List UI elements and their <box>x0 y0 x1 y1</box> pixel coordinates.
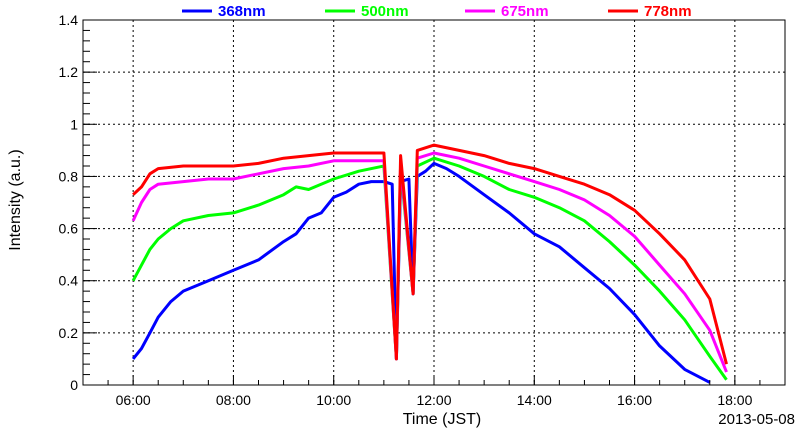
legend-label: 500nm <box>361 3 409 20</box>
axes <box>82 19 786 386</box>
y-axis-label: Intensity (a.u.) <box>7 149 24 250</box>
x-tick-label: 16:00 <box>617 392 652 408</box>
series-line-368nm <box>131 161 711 384</box>
y-tick-label: 0.2 <box>59 325 79 341</box>
grid <box>83 19 785 386</box>
y-tick-label: 1 <box>70 116 78 132</box>
x-axis-label: Time (JST) <box>403 411 482 428</box>
legend: 368nm 500nm 675nm 778nm <box>182 3 692 20</box>
series-lines <box>131 143 728 384</box>
series-line-675nm <box>131 151 728 373</box>
y-tick-label: 0 <box>70 377 78 393</box>
plot-frame <box>82 19 786 386</box>
legend-label: 778nm <box>644 3 692 20</box>
series-line-778nm <box>132 143 728 365</box>
series-line-500nm <box>131 156 728 381</box>
x-tick-label: 08:00 <box>216 392 251 408</box>
x-tick-label: 10:00 <box>316 392 351 408</box>
legend-label: 675nm <box>501 3 549 20</box>
x-tick-label: 18:00 <box>717 392 752 408</box>
y-tick-label: 0.6 <box>59 221 79 237</box>
legend-label: 368nm <box>218 3 266 20</box>
y-tick-label: 1.2 <box>59 64 79 80</box>
x-tick-label: 12:00 <box>416 392 451 408</box>
y-tick-label: 0.4 <box>59 273 79 289</box>
x-tick-label: 14:00 <box>517 392 552 408</box>
date-label: 2013-05-08 <box>718 411 795 428</box>
x-tick-label: 06:00 <box>116 392 151 408</box>
y-tick-label: 1.4 <box>59 12 79 28</box>
tick-labels: 06:00 08:00 10:00 12:00 14:00 16:00 18:00 0 0.2 0… <box>59 12 753 408</box>
y-tick-label: 0.8 <box>59 168 79 184</box>
